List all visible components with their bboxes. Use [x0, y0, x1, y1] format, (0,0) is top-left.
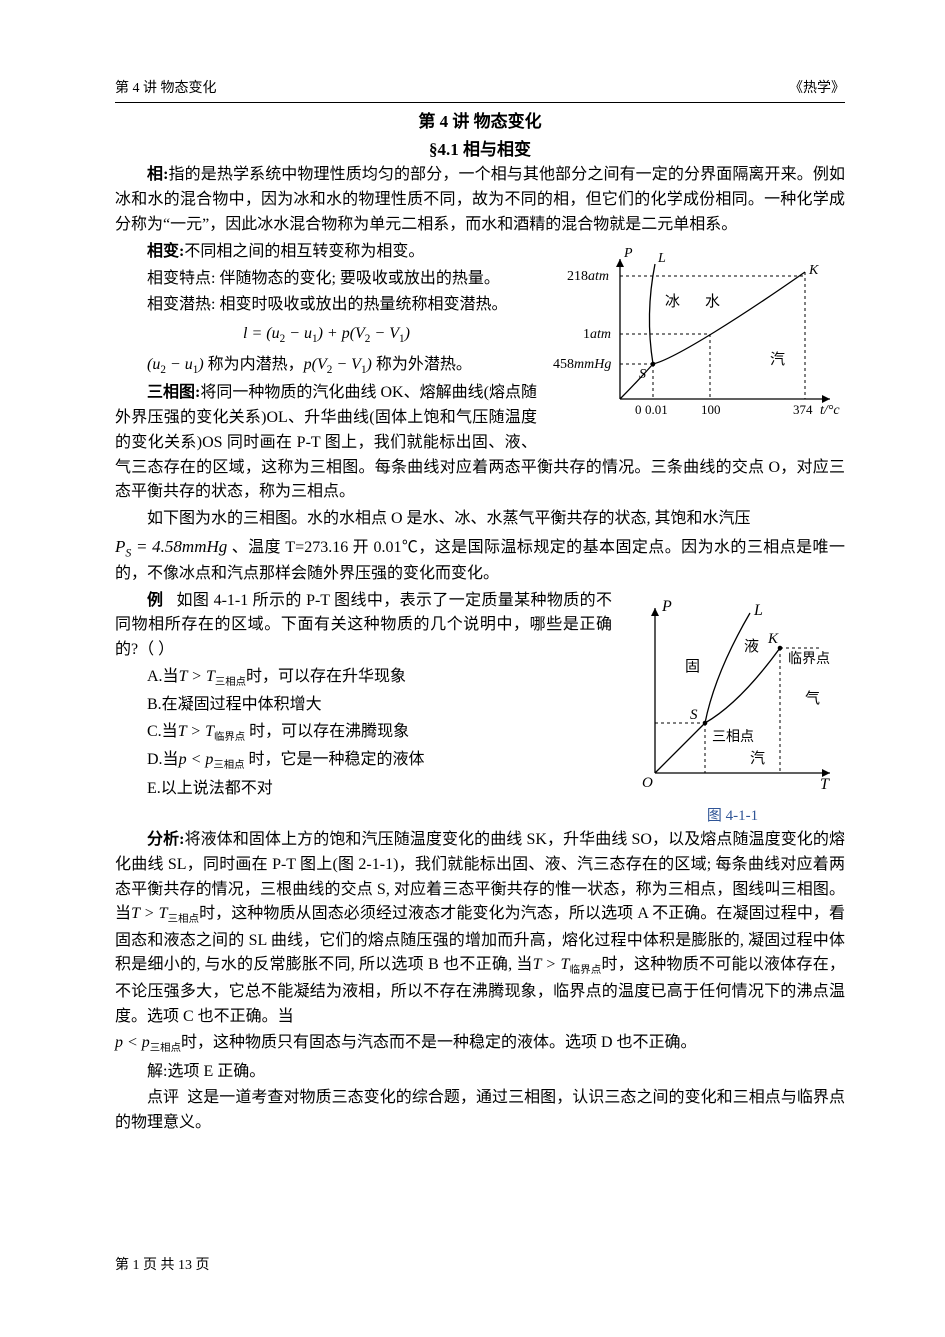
para-ps: PS = 4.58mmHg 、温度 T=273.16 开 0.01℃，这是国际温… [115, 534, 845, 587]
para-comment: 点评 这是一道考查对物质三态变化的综合题，通过三相图，认识三态之间的变化和三相点… [115, 1086, 845, 1136]
fig1-label-S: S [639, 367, 646, 382]
para-analysis: 分析:将液体和固体上方的饱和汽压随温度变化的曲线 SK，升华曲线 SO，以及熔点… [115, 828, 845, 1029]
fig2-label-K: K [767, 631, 779, 647]
phase-diagram-svg: P L K S 冰 水 汽 218atm 1atm 458mmHg 0 0.01… [545, 244, 845, 434]
fig2-svg: P L K S O T 固 液 气 汽 三相点 临界点 [620, 593, 845, 803]
fig2-label-triple: 三相点 [712, 729, 754, 745]
fig2-label-O: O [642, 775, 653, 791]
fig1-label-P: P [623, 246, 633, 261]
fig1-label-L: L [657, 251, 666, 266]
text-internal: 称为内潜热， [204, 356, 304, 373]
text-phase: 指的是热学系统中物理性质均匀的部分，一个相与其他部分之间有一定的分界面隔离开来。… [115, 166, 845, 233]
para-phase: 相:指的是热学系统中物理性质均匀的部分，一个相与其他部分之间有一定的分界面隔离开… [115, 163, 845, 237]
chapter-title: 第 4 讲 物态变化 [115, 109, 845, 135]
label-comment: 点评 [147, 1089, 179, 1106]
label-three-phase: 三相图: [147, 384, 200, 401]
fig2-label-liquid: 液 [744, 638, 759, 655]
fig1-label-vapor: 汽 [770, 351, 785, 368]
fig1-y-218: 218atm [567, 269, 609, 284]
para-water-triple: 如下图为水的三相图。水的水相点 O 是水、冰、水蒸气平衡共存的状态, 其饱和水汽… [115, 507, 845, 532]
example-text: 如图 4-1-1 所示的 P-T 图线中，表示了一定质量某种物质的不同物相所存在… [115, 592, 612, 659]
text-phasechange: 不同相之间的相互转变称为相变。 [184, 243, 424, 260]
fig1-label-ice: 冰 [665, 293, 680, 310]
fig1-x-100: 100 [701, 402, 721, 417]
fig2-label-gas: 气 [805, 690, 820, 707]
label-phasechange: 相变: [147, 243, 184, 260]
fig2-label-solid: 固 [685, 658, 700, 675]
fig1-x-001: 0.01 [645, 402, 668, 417]
para-analysis-3: p < p三相点时，这种物质只有固态与汽态而不是一种稳定的液体。选项 D 也不正… [115, 1031, 845, 1057]
fig2-label-T: T [820, 776, 830, 793]
page-footer: 第 1 页 共 13 页 [115, 1255, 210, 1277]
comment-text: 这是一道考查对物质三态变化的综合题，通过三相图，认识三态之间的变化和三相点与临界… [115, 1089, 845, 1131]
label-example: 例 [147, 592, 163, 609]
header-left: 第 4 讲 物态变化 [115, 78, 217, 100]
page-total: 13 [178, 1258, 192, 1273]
para-solution: 解:选项 E 正确。 [115, 1060, 845, 1085]
fig1-y-1: 1atm [583, 327, 611, 342]
page-header: 第 4 讲 物态变化 《热学》 [115, 78, 845, 103]
text-external: 称为外潜热。 [372, 356, 472, 373]
fig1-label-K: K [808, 263, 819, 278]
fig1-label-water: 水 [705, 293, 720, 310]
fig2-label-L: L [753, 602, 763, 619]
fig1-x-0: 0 [635, 402, 642, 417]
header-right: 《热学》 [789, 78, 845, 100]
fig2-label-vapor: 汽 [750, 750, 765, 767]
figure-4-1-1: P L K S O T 固 液 气 汽 三相点 临界点 图 4-1-1 [620, 593, 845, 828]
label-phase: 相: [147, 166, 168, 183]
fig2-caption: 图 4-1-1 [620, 805, 845, 828]
figure-water-phase-diagram: P L K S 冰 水 汽 218atm 1atm 458mmHg 0 0.01… [545, 244, 845, 434]
fig2-label-critical: 临界点 [788, 651, 830, 667]
fig2-label-P: P [661, 598, 672, 615]
analysis-text3: 时，这种物质只有固态与汽态而不是一种稳定的液体。选项 D 也不正确。 [181, 1034, 697, 1051]
fig2-label-S: S [690, 707, 698, 723]
fig1-x-374: 374 [793, 402, 813, 417]
fig1-y-458: 458mmHg [553, 357, 611, 372]
page: 第 4 讲 物态变化 《热学》 第 4 讲 物态变化 §4.1 相与相变 相:指… [0, 0, 945, 1337]
section-title: §4.1 相与相变 [115, 137, 845, 163]
label-analysis: 分析: [147, 831, 185, 848]
fig1-x-axis: t/°c [820, 403, 840, 418]
page-number: 1 [133, 1258, 140, 1273]
